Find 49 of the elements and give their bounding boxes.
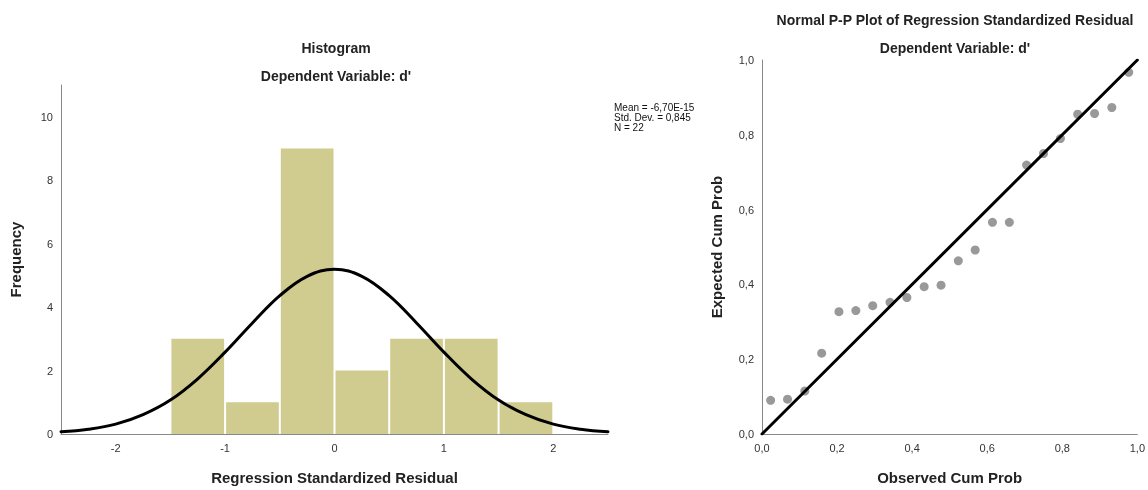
- y-tick-label: 6: [46, 237, 53, 250]
- y-tick-label: 1,0: [738, 54, 754, 66]
- x-tick-label: -1: [220, 441, 230, 454]
- point: [851, 306, 861, 316]
- y-tick-label: 10: [40, 110, 53, 123]
- text: N = 22: [614, 121, 645, 133]
- point: [766, 395, 776, 405]
- x-tick-label: 0: [331, 441, 338, 454]
- y-tick-label: 0,8: [738, 128, 754, 141]
- x-tick-label: 2: [550, 441, 557, 454]
- text: Mean = -6,70E-15: [614, 101, 695, 113]
- x-tick-label: 0,0: [754, 441, 770, 454]
- chart-title: Histogram: [301, 40, 371, 56]
- point: [783, 394, 793, 404]
- y-tick-label: 8: [46, 174, 53, 187]
- y-tick-label: 0: [46, 428, 53, 440]
- point: [953, 256, 963, 266]
- y-tick-label: 4: [46, 301, 53, 314]
- x-tick-label: 1: [440, 441, 447, 454]
- point: [834, 307, 844, 317]
- point: [817, 348, 827, 358]
- point: [902, 292, 912, 302]
- x-axis-title: Observed Cum Prob: [877, 469, 1023, 486]
- y-axis-title: Frequency: [7, 220, 24, 298]
- x-tick-label: 0,2: [829, 441, 845, 454]
- y-axis-title: Expected Cum Prob: [708, 175, 725, 319]
- point: [987, 217, 997, 227]
- chart-subtitle: Dependent Variable: d': [260, 68, 412, 84]
- x-tick-label: 1,0: [1129, 441, 1145, 454]
- y-tick-label: 2: [46, 364, 53, 377]
- x-axis-title: Regression Standardized Residual: [211, 469, 458, 486]
- point: [868, 301, 878, 311]
- point: [1090, 108, 1100, 118]
- point: [970, 245, 980, 255]
- y-tick-label: 0,6: [738, 203, 754, 216]
- y-tick-label: 0,2: [738, 353, 754, 366]
- x-tick-label: 0,8: [1054, 441, 1070, 454]
- x-tick-label: 0,6: [979, 441, 995, 454]
- y-tick-label: 0,4: [738, 278, 754, 291]
- chart-title: Normal P-P Plot of Regression Standardized Residual: [776, 12, 1134, 28]
- y-tick-label: 0,0: [738, 428, 754, 440]
- x-tick-label: 0,4: [904, 441, 920, 454]
- chart-subtitle: Dependent Variable: d': [879, 40, 1031, 56]
- point: [936, 280, 946, 290]
- point: [1004, 217, 1014, 227]
- text: Std. Dev. = 0,845: [614, 111, 692, 123]
- x-tick-label: -2: [110, 441, 121, 454]
- point: [919, 282, 929, 292]
- point: [1107, 103, 1117, 112]
